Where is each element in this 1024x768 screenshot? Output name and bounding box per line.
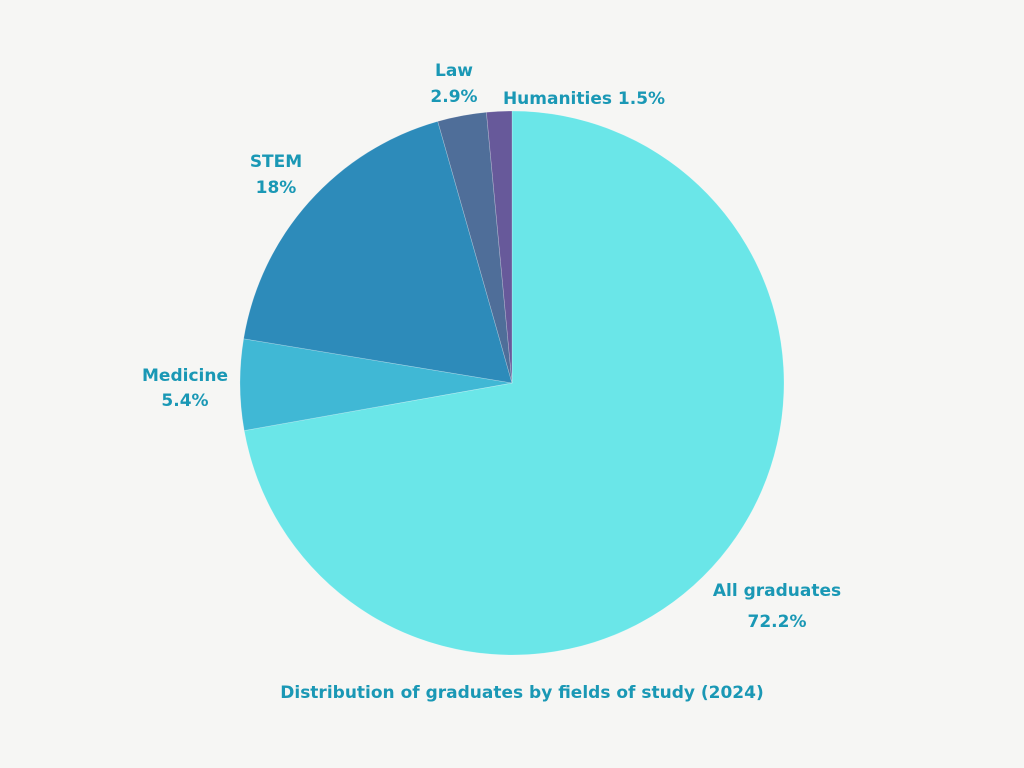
slice-label-all-graduates: All graduates: [713, 581, 841, 601]
slice-label-stem: STEM: [250, 152, 302, 172]
slice-label-humanities: Humanities 1.5%: [503, 89, 665, 109]
pie-slice-law: [437, 111, 513, 384]
slice-value-stem: 18%: [256, 178, 297, 198]
chart-title: Distribution of graduates by fields of s…: [280, 683, 763, 703]
slice-label-law: Law: [435, 61, 473, 81]
pie-slice-humanities: [486, 110, 513, 384]
pie-slice-all-graduates: [243, 110, 785, 656]
slice-label-medicine: Medicine: [142, 366, 228, 386]
pie-slice-medicine: [239, 338, 513, 431]
slice-value-medicine: 5.4%: [161, 391, 208, 411]
slice-value-all-graduates: 72.2%: [748, 612, 807, 632]
slice-value-law: 2.9%: [430, 87, 477, 107]
pie-slice-stem: [243, 120, 513, 384]
